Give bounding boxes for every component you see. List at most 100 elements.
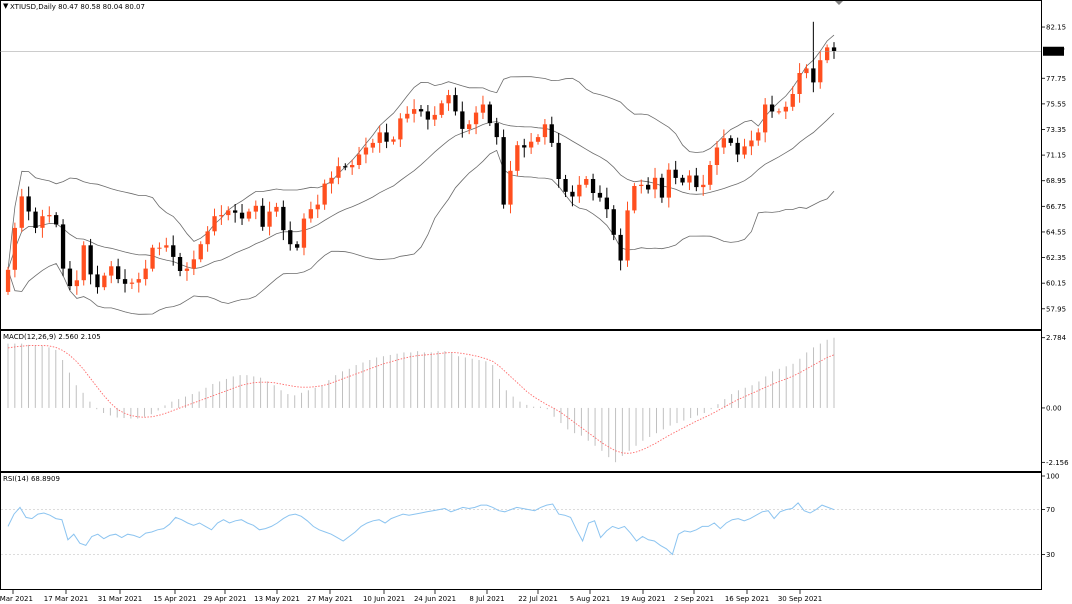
price-tick-label: 66.75 — [1046, 203, 1066, 211]
price-tick-label: 75.55 — [1046, 100, 1066, 108]
candle-body — [74, 280, 79, 287]
candle-body — [295, 244, 300, 248]
candle-body — [336, 166, 341, 178]
candle-body — [673, 169, 678, 178]
candle-body — [687, 175, 692, 183]
candle-body — [453, 95, 458, 112]
candle-body — [446, 95, 451, 104]
candle-body — [122, 279, 128, 284]
candle-body — [611, 209, 616, 235]
candle-body — [515, 145, 520, 171]
candle-body — [191, 259, 196, 269]
candle-body — [563, 179, 568, 192]
candle-body — [570, 191, 575, 197]
candle-body — [425, 111, 430, 120]
time-tick-label: 27 May 2021 — [307, 595, 353, 603]
candle-body — [769, 104, 775, 112]
time-tick-label: 19 Aug 2021 — [621, 595, 666, 603]
candle-body — [763, 104, 768, 133]
candle-body — [219, 215, 224, 217]
candle-body — [81, 245, 86, 281]
price-tick-label: 62.35 — [1046, 254, 1066, 262]
candle-body — [205, 231, 210, 245]
candle-body — [233, 210, 238, 213]
candle-body — [597, 192, 603, 198]
drop-arrow-icon[interactable]: ▼ — [3, 2, 9, 10]
candle-body — [391, 139, 396, 142]
candle-body — [577, 184, 582, 197]
time-tick-label: 2 Sep 2021 — [674, 595, 714, 603]
rsi-line — [7, 502, 835, 556]
candle-body — [226, 210, 231, 216]
symbol-header: XTIUSD,Daily 80.47 80.58 80.04 80.07 — [10, 3, 145, 11]
candle-body — [646, 184, 651, 190]
candle-body — [487, 104, 492, 124]
candle-body — [632, 186, 637, 211]
candle-body — [171, 245, 176, 257]
candle-body — [136, 279, 141, 283]
time-tick-label: 24 Jun 2021 — [414, 595, 456, 603]
candle-body — [804, 68, 809, 74]
candle-body — [5, 269, 11, 292]
middle-band-line — [7, 112, 835, 270]
candle-body — [350, 165, 355, 168]
candle-body — [749, 140, 754, 147]
candle-body — [67, 268, 73, 287]
rsi-header: RSI(14) 68.8909 — [3, 475, 60, 483]
price-pane-frame — [0, 0, 1042, 330]
candle-body — [708, 165, 713, 185]
macd-tick-label: 2.784 — [1046, 334, 1067, 342]
candle-body — [494, 123, 499, 138]
candle-body — [625, 210, 630, 261]
candle-body — [549, 124, 554, 143]
macd-pane-frame — [0, 330, 1042, 472]
time-tick-label: 13 May 2021 — [254, 595, 300, 603]
candle-body — [95, 274, 100, 288]
candle-body — [783, 106, 788, 112]
candle-body — [529, 141, 534, 148]
price-tick-label: 57.95 — [1046, 305, 1066, 313]
candle-body — [742, 146, 747, 155]
time-tick-label: 31 Mar 2021 — [98, 595, 142, 603]
price-tick-label: 73.35 — [1046, 126, 1066, 134]
time-tick-label: 17 Mar 2021 — [44, 595, 88, 603]
candle-body — [825, 47, 830, 61]
candle-body — [480, 104, 486, 113]
candle-body — [157, 247, 162, 249]
candle-body — [590, 179, 596, 193]
candle-body — [329, 177, 334, 184]
candle-body — [535, 137, 541, 142]
time-tick-label: 22 Jul 2021 — [518, 595, 558, 603]
macd-tick-label: 0.00 — [1046, 404, 1062, 412]
candle-body — [129, 282, 135, 284]
time-axis: 3 Mar 2021 17 Mar 2021 31 Mar 2021 15 Apr 2… — [0, 590, 822, 603]
candle-body — [790, 94, 795, 107]
price-tick-label: 82.15 — [1046, 24, 1066, 32]
price-tick-label: 64.55 — [1046, 228, 1066, 236]
candle-body — [811, 68, 816, 83]
rsi-tick-label: 100 — [1046, 473, 1059, 481]
candle-body — [467, 124, 472, 129]
chart-shift-marker-icon[interactable] — [835, 1, 843, 5]
candle-body — [797, 73, 802, 94]
rsi-pane-frame — [0, 472, 1042, 590]
candle-body — [405, 113, 410, 119]
candle-body — [439, 103, 444, 115]
candle-body — [356, 154, 362, 165]
last-price-tag — [1043, 46, 1064, 56]
candle-body — [831, 47, 837, 52]
candle-body — [460, 111, 465, 129]
candle-body — [164, 245, 169, 248]
candle-body — [363, 147, 369, 155]
candle-body — [680, 177, 685, 183]
rsi-tick-label: 30 — [1046, 551, 1055, 559]
candle-body — [756, 132, 761, 141]
candle-body — [508, 170, 513, 205]
candle-body — [267, 211, 272, 227]
candle-body — [714, 147, 720, 165]
price-tick-label: 77.75 — [1046, 75, 1066, 83]
candle-body — [281, 206, 286, 231]
candle-body — [274, 206, 279, 212]
candle-body — [776, 111, 782, 113]
